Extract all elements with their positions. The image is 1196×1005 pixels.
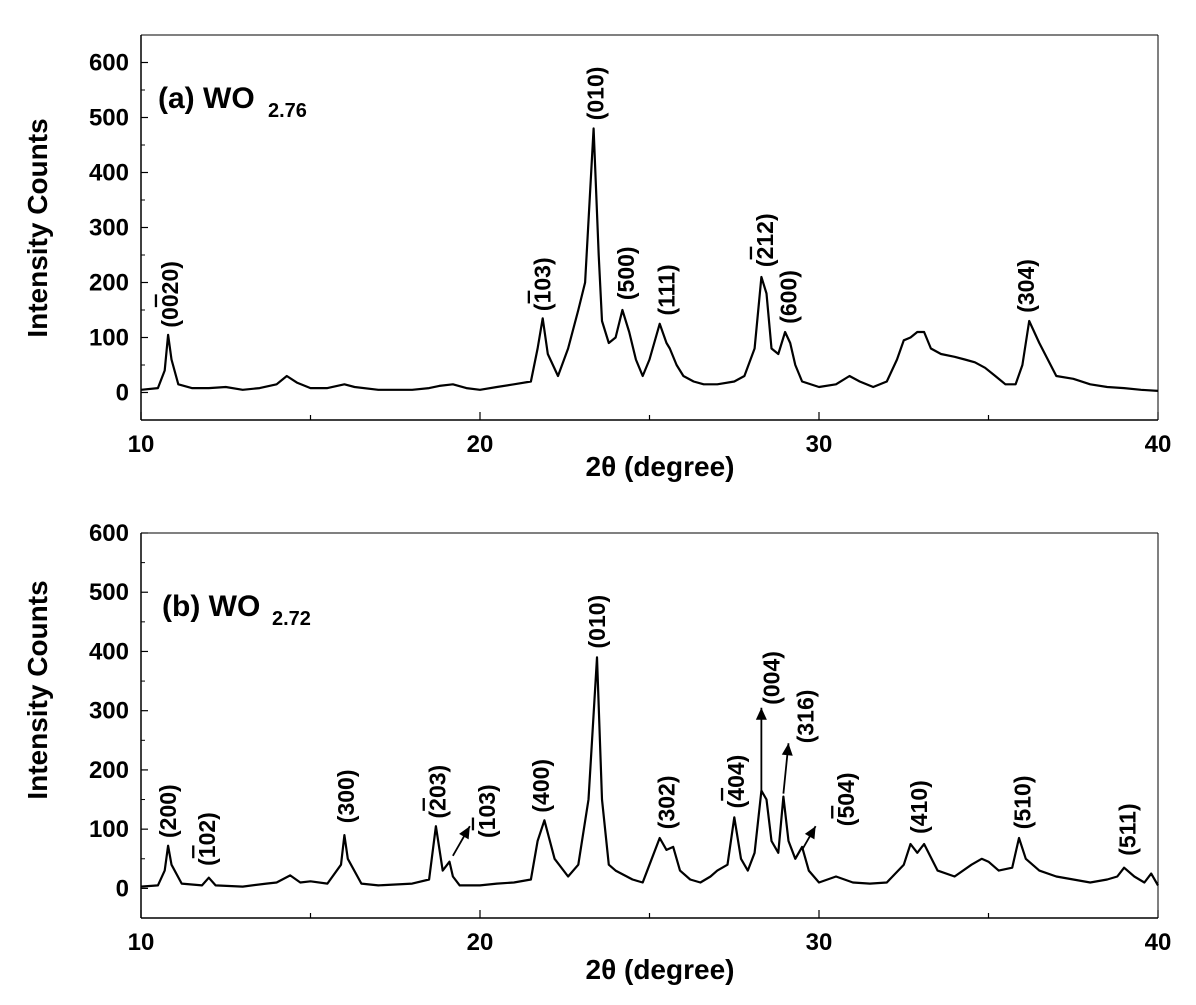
- panel-b-peak-label: (410): [906, 780, 932, 834]
- panel-b-arrow-head: [781, 743, 793, 756]
- panel-a-peak-label: (212): [752, 213, 778, 267]
- panel-b-x-tick-label: 30: [806, 929, 833, 956]
- panel-b-peak-label: (404): [723, 755, 749, 809]
- panel-b-y-tick-label: 300: [89, 698, 129, 725]
- panel-a-peak-label: (600): [776, 270, 802, 324]
- panel-b-peak-label: (102): [194, 812, 220, 866]
- panel-a-peak-label: (010): [582, 67, 608, 121]
- panel-a-label: (a) WO: [158, 82, 255, 115]
- panel-a-x-axis-title: 2θ (degree): [586, 451, 735, 482]
- panel-a-x-tick-label: 10: [128, 431, 155, 458]
- panel-b-y-tick-label: 500: [89, 579, 129, 606]
- panel-b-peak-label: (203): [425, 765, 451, 819]
- panel-b-peak-label: (302): [654, 775, 680, 829]
- panel-b-arrow-head: [804, 826, 816, 840]
- panel-a-x-tick-label: 40: [1145, 431, 1172, 458]
- panel-a-peak-label: (500): [613, 246, 639, 300]
- panel-b-arrow-head: [459, 826, 470, 840]
- panel-b-subscript: 2.72: [272, 608, 311, 630]
- panel-b-peak-label: (200): [155, 784, 181, 838]
- panel-b-peak-label: (316): [792, 690, 818, 744]
- panel-b-arrow-head: [755, 707, 767, 720]
- panel-b-y-tick-label: 100: [89, 816, 129, 843]
- panel-a-peak-label: (304): [1013, 259, 1039, 313]
- panel-a-y-tick-label: 200: [89, 270, 129, 297]
- panel-a-y-tick-label: 500: [89, 105, 129, 132]
- panel-a-y-tick-label: 300: [89, 215, 129, 242]
- panel-a: (a) WO 2.76 2θ (degree) Intensity Counts…: [22, 34, 1172, 482]
- panel-a-y-axis-title: Intensity Counts: [22, 118, 53, 337]
- panel-a-y-tick-label: 400: [89, 160, 129, 187]
- panel-b-peak-label: (103): [474, 784, 500, 838]
- panel-a-peak-label: (111): [654, 264, 680, 315]
- panel-a-y-tick-label: 600: [89, 50, 129, 77]
- panel-a-peak-label: (103): [530, 257, 556, 311]
- panel-b-y-axis-title: Intensity Counts: [22, 580, 53, 799]
- panel-b-peak-label: (511): [1115, 803, 1141, 855]
- panel-b: (b) WO 2.72 2θ (degree) Intensity Counts…: [22, 520, 1171, 985]
- panel-b-label: (b) WO: [162, 590, 260, 623]
- panel-a-x-tick-label: 30: [806, 431, 833, 458]
- panel-b-peak-label: (300): [333, 769, 359, 823]
- panel-b-x-tick-label: 40: [1145, 929, 1172, 956]
- panel-b-x-tick-label: 10: [128, 929, 155, 956]
- panel-b-y-tick-label: 600: [89, 520, 129, 547]
- panel-b-peak-label: (004): [759, 651, 785, 705]
- panel-b-y-tick-label: 200: [89, 757, 129, 784]
- panel-a-xrd-pattern: [140, 127, 1159, 392]
- panel-a-y-tick-label: 100: [89, 325, 129, 352]
- panel-b-y-tick-label: 400: [89, 638, 129, 665]
- panel-b-x-tick-label: 20: [467, 929, 494, 956]
- panel-a-peak-label: (0020): [157, 261, 183, 328]
- panel-b-peak-label: (010): [584, 595, 610, 649]
- panel-b-peak-label: (504): [833, 772, 859, 826]
- panel-b-peak-label: (510): [1009, 775, 1035, 829]
- panel-b-y-tick-label: 0: [116, 875, 129, 902]
- panel-a-x-tick-label: 20: [467, 431, 494, 458]
- panel-a-subscript: 2.76: [268, 100, 307, 122]
- panel-b-x-axis-title: 2θ (degree): [586, 954, 735, 985]
- panel-a-y-tick-label: 0: [116, 380, 129, 407]
- panel-b-peak-label: (400): [528, 759, 554, 813]
- panel-b-xrd-pattern: [140, 656, 1159, 888]
